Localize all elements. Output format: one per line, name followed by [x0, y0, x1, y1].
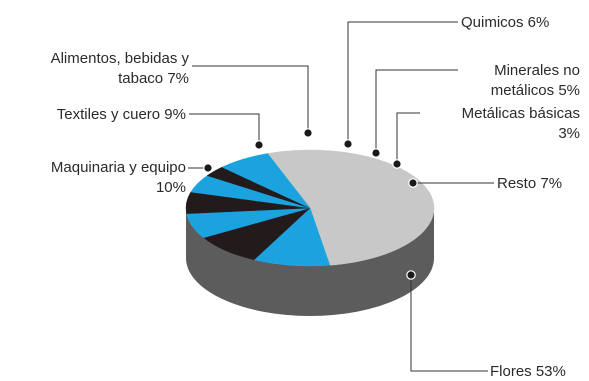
- leader-dot-3: [254, 140, 264, 150]
- leader-line-7: [396, 112, 420, 164]
- leader-dot-2: [203, 163, 213, 173]
- pie-side-layer: [186, 208, 434, 316]
- slice-label-8: Resto 7%: [497, 175, 562, 192]
- leader-dot-5: [343, 139, 353, 149]
- pie-slice-2: [253, 207, 331, 267]
- slice-label-line: 3%: [558, 125, 580, 142]
- slice-label-line: Maquinaria y equipo: [51, 159, 186, 176]
- slice-label-line: Metálicas básicas: [462, 105, 580, 122]
- slice-label-1: Flores 53%: [490, 363, 566, 380]
- slice-label-2: Maquinaria y equipo 10%: [51, 159, 186, 196]
- leader-line-4: [192, 65, 309, 133]
- slice-label-line: Alimentos, bebidas y: [51, 50, 190, 67]
- slice-label-line: Resto 7%: [497, 175, 562, 192]
- leader-dot-6: [371, 148, 381, 158]
- pie-slice-8: [221, 153, 311, 209]
- slice-label-6: Minerales no metálicos 5%: [491, 62, 580, 99]
- leader-dot-8: [408, 178, 418, 188]
- slice-label-line: tabaco 7%: [118, 70, 189, 87]
- slice-label-4: Alimentos, bebidas y tabaco 7%: [51, 50, 190, 87]
- leader-dot-4: [303, 128, 313, 138]
- leader-line-layer: [188, 21, 494, 372]
- slice-label-7: Metálicas básicas 3%: [462, 105, 580, 142]
- slice-label-line: Textiles y cuero 9%: [57, 106, 186, 123]
- pie-slice-layer: [185, 149, 435, 267]
- leader-line-6: [375, 69, 458, 153]
- slice-label-5: Quimicos 6%: [461, 14, 549, 31]
- slice-label-line: 10%: [156, 179, 186, 196]
- slice-label-line: Flores 53%: [490, 363, 566, 380]
- slice-label-line: Minerales no: [494, 62, 580, 79]
- leader-line-3: [189, 113, 260, 145]
- pie-side-wall: [186, 208, 434, 316]
- leader-line-1: [410, 275, 488, 372]
- slice-label-line: Quimicos 6%: [461, 14, 549, 31]
- slice-label-3: Textiles y cuero 9%: [57, 106, 186, 123]
- leader-dot-7: [392, 159, 402, 169]
- slice-label-layer: Flores 53% Maquinaria y equipo 10% Textiles…: [51, 14, 580, 380]
- leader-dot-1: [406, 270, 416, 280]
- pie-slice-1: [267, 149, 435, 266]
- leader-line-5: [347, 21, 458, 144]
- slice-label-line: metálicos 5%: [491, 82, 580, 99]
